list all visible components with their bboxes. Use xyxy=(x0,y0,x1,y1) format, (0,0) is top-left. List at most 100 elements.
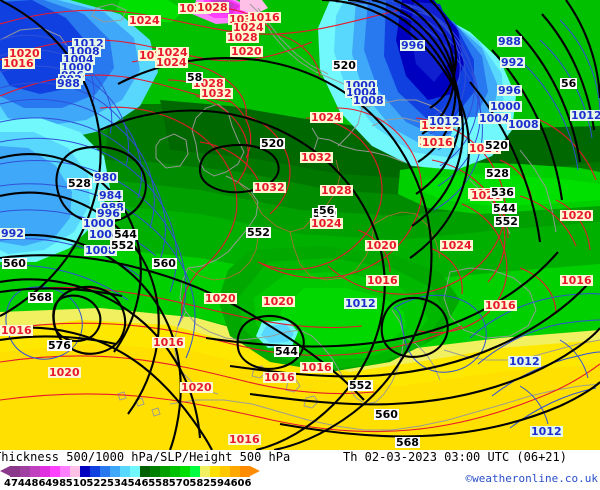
colorbar-swatch xyxy=(230,466,240,477)
contour-label-1004: 1004 xyxy=(345,86,378,99)
contour-label-1020: 1020 xyxy=(365,239,398,252)
contour-label-568: 568 xyxy=(395,436,420,449)
colorbar-swatch xyxy=(140,466,150,477)
colorbar-tick: 606 xyxy=(230,478,252,489)
chart-title: Thickness 500/1000 hPa/SLP/Height 500 hP… xyxy=(0,450,291,464)
colorbar-tick: 558 xyxy=(148,478,170,489)
contour-label-1016: 1016 xyxy=(152,336,185,349)
contour-label-1032: 1032 xyxy=(228,13,261,26)
contour-label-1016: 1016 xyxy=(300,361,333,374)
map-graphics xyxy=(0,0,600,450)
contour-label-1012: 1012 xyxy=(570,110,600,121)
colorbar-swatch xyxy=(210,466,220,477)
chart-footer: Thickness 500/1000 hPa/SLP/Height 500 hP… xyxy=(0,450,600,490)
contour-label-1016: 1016 xyxy=(228,433,261,446)
contour-label-544: 544 xyxy=(492,202,517,215)
colorbar-tick: 522 xyxy=(86,478,108,489)
contour-label-560: 560 xyxy=(374,408,399,421)
contour-label-1020: 1020 xyxy=(470,189,503,202)
colorbar-tick: 594 xyxy=(210,478,231,489)
contour-label-1020: 1020 xyxy=(262,295,295,308)
colorbar-swatch xyxy=(120,466,130,477)
colorbar-swatch xyxy=(220,466,230,477)
contour-label-56: 56 xyxy=(560,77,578,90)
colorbar-swatch xyxy=(10,466,20,477)
contour-label-1012: 1012 xyxy=(72,37,105,50)
contour-label-1012: 1012 xyxy=(530,425,563,438)
colorbar-swatch xyxy=(130,466,140,477)
contour-label-988: 988 xyxy=(100,202,125,213)
contour-label-1020: 1020 xyxy=(8,47,41,60)
contour-label-58: 58 xyxy=(186,71,204,84)
contour-label-988: 988 xyxy=(497,35,522,48)
contour-label-552: 552 xyxy=(110,239,135,252)
contour-label-536: 536 xyxy=(490,186,515,199)
colorbar-right-arrow xyxy=(250,466,260,476)
contour-label-1024: 1024 xyxy=(156,46,189,59)
contour-label-1004: 1004 xyxy=(88,228,121,241)
chart-run-timestamp: Th 02-03-2023 03:00 UTC (06+21) xyxy=(343,450,567,464)
contour-label-988: 988 xyxy=(56,77,81,90)
contour-label-996: 996 xyxy=(96,207,121,220)
contour-label-1020: 1020 xyxy=(180,381,213,394)
contour-label-544: 544 xyxy=(274,345,299,358)
contour-label-1028: 1028 xyxy=(192,77,225,90)
contour-label-984: 984 xyxy=(98,189,123,202)
colorbar-swatch xyxy=(40,466,50,477)
contour-label-1020: 1020 xyxy=(560,209,593,222)
contour-label-1024: 1024 xyxy=(155,56,188,69)
contour-label-1032: 1032 xyxy=(300,151,333,164)
colorbar-swatch xyxy=(70,466,80,477)
colorbar-swatch xyxy=(190,466,200,477)
copyright-notice: ©weatheronline.co.uk xyxy=(465,472,598,485)
colorbar-swatch xyxy=(20,466,30,477)
contour-label-1016: 1016 xyxy=(0,324,33,337)
contour-label-560: 560 xyxy=(2,257,27,270)
contour-label-1024: 1024 xyxy=(440,239,473,252)
colorbar-tick: 498 xyxy=(45,478,67,489)
contour-label-1024: 1024 xyxy=(138,49,171,62)
colorbar-swatch xyxy=(30,466,40,477)
contour-label-56: 56 xyxy=(318,204,336,217)
contour-label-1020: 1020 xyxy=(204,292,237,305)
colorbar-swatch xyxy=(80,466,90,477)
contour-label-996: 996 xyxy=(400,39,425,52)
contour-label-568: 568 xyxy=(28,291,53,304)
colorbar-swatch xyxy=(160,466,170,477)
thickness-colorbar[interactable]: 474 486 498 510 522 534 546 558 570 582 594 606 xyxy=(0,466,260,490)
contour-label-528: 528 xyxy=(67,177,92,190)
contour-label-520: 520 xyxy=(484,139,509,152)
weather-map-canvas[interactable]: 1024 1020 1028 1032 1024 1028 1020 1024 1016 1020… xyxy=(0,0,600,450)
contour-label-1032: 1032 xyxy=(253,181,286,194)
contour-label-1004: 1004 xyxy=(62,53,95,66)
colorbar-swatch xyxy=(200,466,210,477)
contour-label-1012: 1012 xyxy=(428,115,461,128)
colorbar-swatch xyxy=(50,466,60,477)
contour-label-992: 992 xyxy=(500,56,525,69)
contour-label-1024: 1024 xyxy=(232,21,265,34)
colorbar-swatch xyxy=(60,466,70,477)
contour-label-1008: 1008 xyxy=(84,244,117,257)
contour-label-1020: 1020 xyxy=(178,2,211,15)
contour-label-520: 520 xyxy=(260,137,285,150)
colorbar-tick: 510 xyxy=(65,478,87,489)
contour-label-1004: 1004 xyxy=(478,112,511,125)
contour-label-1020: 1020 xyxy=(48,366,81,379)
colorbar-left-arrow xyxy=(0,466,10,476)
colorbar-swatch xyxy=(240,466,250,477)
colorbar-swatch xyxy=(150,466,160,477)
contour-label-1000: 1000 xyxy=(344,79,377,92)
colorbar-tick: 534 xyxy=(107,478,128,489)
contour-label-996: 996 xyxy=(497,84,522,97)
colorbar-tick: 546 xyxy=(127,478,149,489)
contour-label-1008: 1008 xyxy=(507,118,540,131)
contour-label-1028: 1028 xyxy=(320,184,353,197)
contour-label-528: 528 xyxy=(485,167,510,180)
contour-label-520: 520 xyxy=(332,59,357,72)
contour-label-1020: 1020 xyxy=(230,45,263,58)
contour-label-1024: 1024 xyxy=(310,111,343,124)
contour-label-1024: 1024 xyxy=(310,217,343,230)
colorbar-tick: 570 xyxy=(168,478,190,489)
contour-label-1012: 1012 xyxy=(508,355,541,368)
